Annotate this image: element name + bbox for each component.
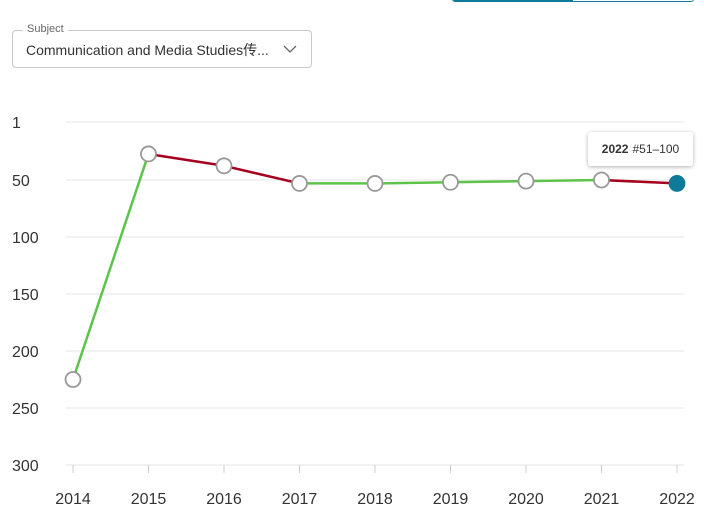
tooltip-year: 2022 <box>601 142 629 156</box>
data-point[interactable] <box>593 171 610 189</box>
series-line-segment <box>222 164 301 185</box>
x-tick-label: 2017 <box>282 491 318 508</box>
data-point[interactable] <box>291 175 308 192</box>
data-point[interactable] <box>366 175 384 192</box>
x-tick-label: 2021 <box>584 491 620 508</box>
series-line-segment <box>600 178 679 185</box>
data-point[interactable] <box>64 371 82 388</box>
x-tick-label: 2018 <box>357 491 393 508</box>
x-tick-label: 2014 <box>55 491 91 508</box>
y-tick-label: 50 <box>12 173 30 190</box>
subject-select-value[interactable]: Communication and Media Studies传... <box>26 42 269 58</box>
series-line-segment <box>373 181 452 185</box>
chevron-down-icon[interactable] <box>283 41 297 59</box>
data-point[interactable] <box>140 145 157 163</box>
data-point[interactable] <box>442 173 459 191</box>
x-tick-label: 2020 <box>508 491 544 508</box>
series-line-segment <box>147 152 226 168</box>
data-point[interactable] <box>215 157 233 175</box>
data-point[interactable] <box>517 172 535 190</box>
y-tick-label: 300 <box>12 458 39 475</box>
series-line-segment <box>449 179 528 184</box>
view-toggle-inactive-segment[interactable] <box>573 0 693 1</box>
x-tick-label: 2019 <box>433 491 469 508</box>
x-tick-label: 2022 <box>659 491 695 508</box>
subject-select[interactable]: Subject Communication and Media Studies传… <box>12 23 312 68</box>
tooltip-rank: #51–100 <box>632 142 680 156</box>
series-line-segment <box>71 152 150 381</box>
y-tick-label: 200 <box>12 344 39 361</box>
chart-tooltip: 2022 #51–100 <box>588 132 693 166</box>
y-tick-label: 150 <box>12 287 39 304</box>
series-line-segment <box>524 178 603 183</box>
view-toggle-active-segment[interactable] <box>453 0 573 1</box>
y-tick-label: 250 <box>12 401 39 418</box>
y-tick-label: 100 <box>12 230 39 247</box>
x-tick-label: 2016 <box>206 491 242 508</box>
y-tick-label: 1 <box>12 115 21 132</box>
subject-select-label: Subject <box>23 23 68 35</box>
x-tick-label: 2015 <box>131 491 167 508</box>
data-point-highlighted[interactable] <box>668 175 686 192</box>
